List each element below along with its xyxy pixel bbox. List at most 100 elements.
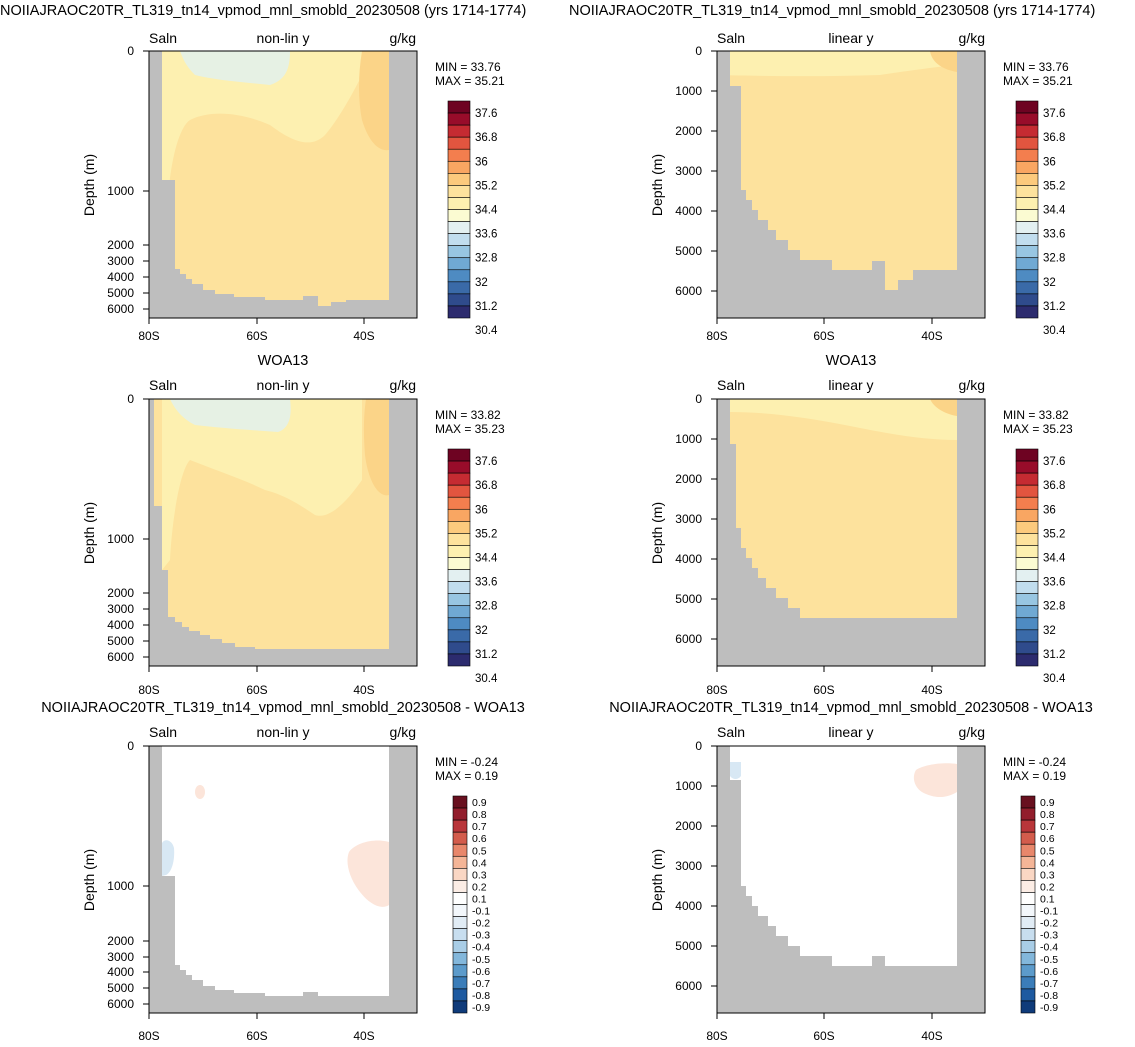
colorbar-swatch <box>1020 831 1036 845</box>
colorbar-swatch <box>447 257 471 271</box>
panel-center-label: linear y <box>828 724 873 740</box>
plot-frame <box>148 745 418 1014</box>
y-tick-label: 5000 <box>107 634 134 648</box>
panel-right-label: g/kg <box>959 724 985 740</box>
colorbar-swatch <box>1020 928 1036 941</box>
colorbar-label: 32.8 <box>475 601 497 613</box>
y-tick-label: 1000 <box>675 432 702 446</box>
y-tick-label: 1000 <box>107 879 134 893</box>
panel-diff-linear: Saln linear y g/kg Depth (m) 0 1000 2000… <box>649 724 1066 1043</box>
x-tick-label: 80S <box>138 329 159 343</box>
panel-center-label: non-lin y <box>257 724 310 740</box>
colorbar-swatch <box>1015 581 1039 594</box>
colorbar-label: -0.3 <box>472 930 490 942</box>
stat-max: MAX = 0.19 <box>1003 769 1066 783</box>
colorbar-label: -0.2 <box>1040 918 1058 930</box>
y-tick-label: 0 <box>695 739 702 753</box>
y-tick-label: 3000 <box>675 512 702 526</box>
plot-frame <box>148 50 418 319</box>
y-ticks: 0 1000 2000 3000 4000 5000 6000 <box>675 739 717 993</box>
stat-min: MIN = 33.82 <box>435 408 501 422</box>
colorbar-swatch <box>447 460 471 474</box>
x-tick-label: 40S <box>921 1029 942 1043</box>
colorbar-swatch <box>447 448 471 462</box>
colorbar: 37.6 36.8 36 35.2 34.4 33.6 32.8 32 31.2 30.4 <box>1015 100 1066 337</box>
colorbar-swatch <box>1020 855 1036 869</box>
panel-left-label: Saln <box>149 724 177 740</box>
y-tick-label: 2000 <box>675 472 702 486</box>
colorbar-label: 34.4 <box>475 205 498 217</box>
y-tick-label: 2000 <box>107 238 134 252</box>
y-tick-label: 3000 <box>107 602 134 616</box>
y-tick-label: 0 <box>127 739 134 753</box>
x-tick-label: 60S <box>246 329 267 343</box>
colorbar-label: 33.6 <box>1043 229 1065 241</box>
colorbar-swatch <box>447 496 471 510</box>
stat-max: MAX = 35.21 <box>1003 74 1073 88</box>
colorbar-swatch <box>447 533 471 546</box>
colorbar-label: 36.8 <box>475 132 497 144</box>
x-tick-label: 40S <box>921 683 942 697</box>
plot-frame <box>716 745 986 1014</box>
x-tick-label: 80S <box>138 1029 159 1043</box>
y-tick-label: 5000 <box>107 286 134 300</box>
colorbar-swatch <box>1020 988 1036 1002</box>
colorbar-swatch <box>1015 617 1039 631</box>
colorbar-swatch <box>1015 460 1039 474</box>
ocean-field-33.6-34.0 <box>180 51 290 85</box>
colorbar-label: -0.9 <box>472 1002 490 1014</box>
colorbar-swatch <box>1015 484 1039 498</box>
y-ticks: 0 1000 2000 3000 4000 5000 6000 <box>107 44 149 316</box>
y-tick-label: 5000 <box>675 939 702 953</box>
colorbar-label: 30.4 <box>475 325 498 337</box>
panel-right-label: g/kg <box>390 377 416 393</box>
colorbar-swatch <box>452 843 468 857</box>
plot-frame <box>148 398 418 667</box>
colorbar-swatch <box>1020 1000 1036 1014</box>
y-tick-label: 3000 <box>107 254 134 268</box>
colorbar-label: -0.1 <box>1040 906 1058 918</box>
colorbar-label: 0.6 <box>1040 833 1055 845</box>
y-ticks: 0 1000 2000 3000 4000 5000 6000 <box>107 739 149 1011</box>
y-tick-label: 5000 <box>675 244 702 258</box>
y-tick-label: 3000 <box>675 859 702 873</box>
x-ticks: 80S 60S 40S <box>706 1013 943 1043</box>
colorbar-label: 32 <box>1043 277 1056 289</box>
row-title-model-right: NOIIAJRAOC20TR_TL319_tn14_vpmod_mnl_smob… <box>569 3 1095 19</box>
panel-center-label: non-lin y <box>257 377 310 393</box>
colorbar-swatch <box>452 868 468 881</box>
colorbar-label: 33.6 <box>475 577 497 589</box>
colorbar-label: 34.4 <box>475 553 498 565</box>
colorbar-label: 0.1 <box>472 893 487 905</box>
colorbar-swatch <box>447 197 471 210</box>
colorbar-label: -0.8 <box>1040 990 1058 1002</box>
ocean-field-34.0-34.4 <box>717 51 985 77</box>
row-title-diff: NOIIAJRAOC20TR_TL319_tn14_vpmod_mnl_smob… <box>41 700 525 716</box>
stat-max: MAX = 35.21 <box>435 74 505 88</box>
colorbar-label: 32.8 <box>475 253 497 265</box>
colorbar-swatch <box>452 831 468 845</box>
stat-min: MIN = 33.76 <box>435 60 501 74</box>
y-tick-label: 0 <box>127 392 134 406</box>
colorbar-swatch <box>452 976 468 990</box>
colorbar-swatch <box>1020 795 1036 809</box>
colorbar-label: 36 <box>475 504 488 516</box>
colorbar-swatch <box>452 928 468 941</box>
colorbar-label: -0.1 <box>472 906 490 918</box>
colorbar-swatch <box>452 880 468 893</box>
plot-frame <box>716 398 986 667</box>
colorbar-swatch <box>1015 136 1039 150</box>
colorbar-swatch <box>447 472 471 486</box>
colorbar-label: 31.2 <box>475 301 497 313</box>
colorbar-label: 30.4 <box>1043 673 1066 685</box>
land-mask <box>717 399 985 666</box>
colorbar-swatch <box>447 653 471 667</box>
y-tick-label: 2000 <box>107 934 134 948</box>
y-tick-label: 3000 <box>675 164 702 178</box>
colorbar-swatch <box>1015 593 1039 607</box>
y-tick-label: 4000 <box>675 552 702 566</box>
colorbar-swatch <box>1015 605 1039 619</box>
colorbar-swatch <box>447 112 471 126</box>
land-mask <box>149 746 417 1013</box>
